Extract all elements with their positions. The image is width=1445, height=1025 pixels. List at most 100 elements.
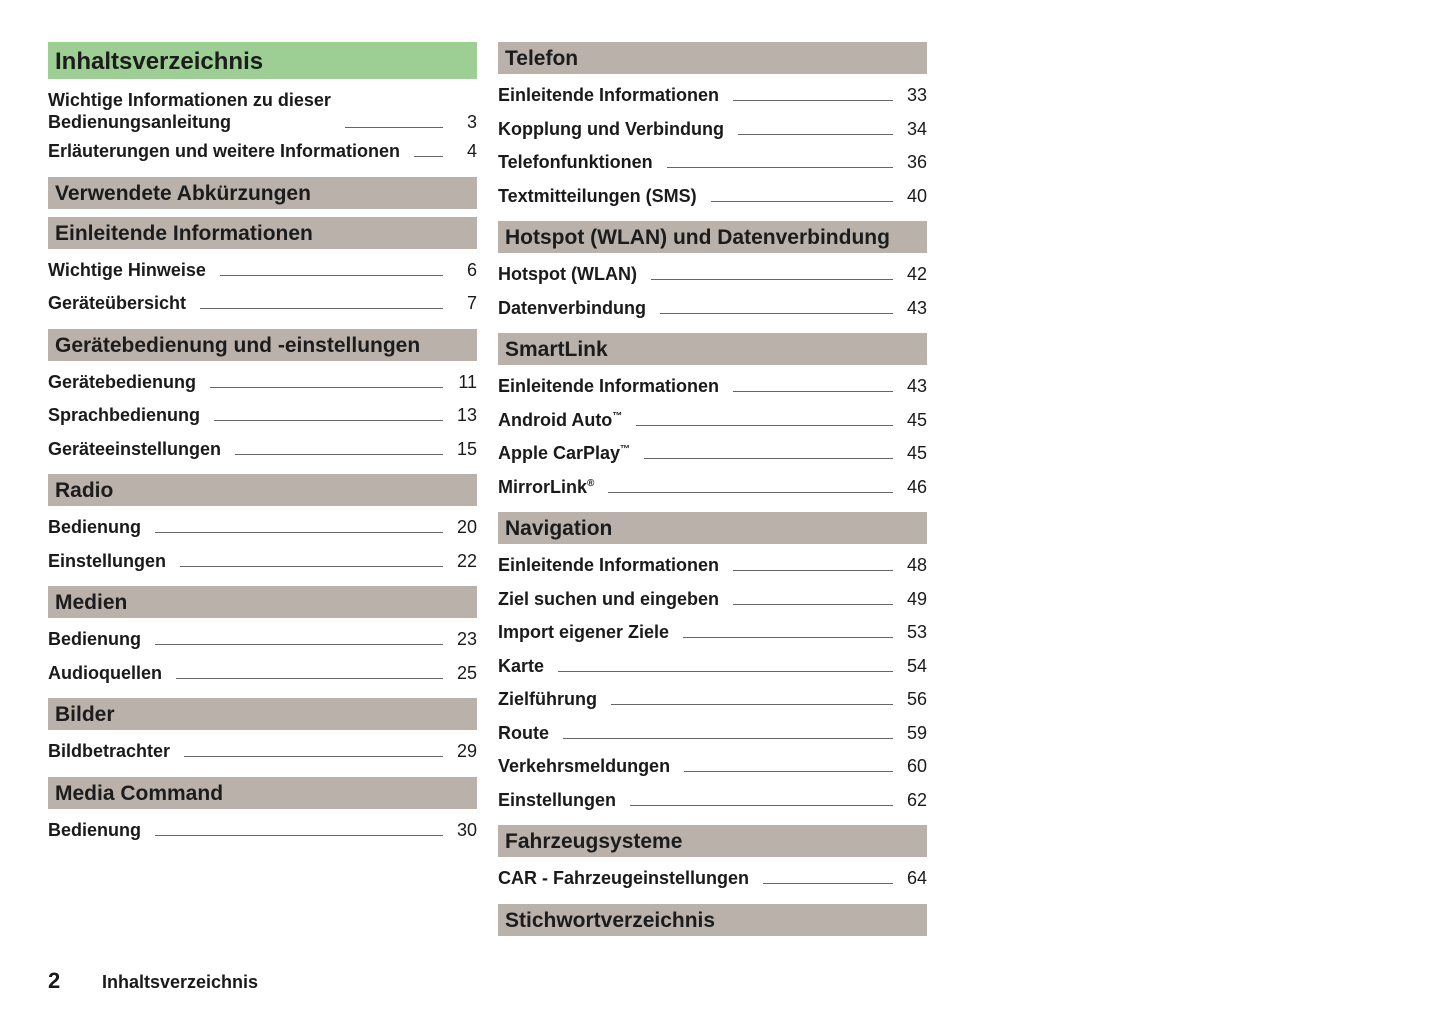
entry-title-text: Wichtige Hinweise — [48, 259, 206, 280]
entry-page-number: 48 — [906, 555, 927, 576]
section-heading[interactable]: Bilder — [48, 698, 477, 730]
section-heading[interactable]: Media Command — [48, 776, 477, 809]
entry-page-number: 33 — [906, 85, 927, 106]
leader-line — [684, 771, 893, 773]
entry-title-text: Bedienung — [48, 517, 141, 538]
section-heading[interactable]: Radio — [48, 474, 477, 506]
toc-entry[interactable]: Textmitteilungen (SMS) 40 — [498, 180, 927, 214]
entry-title-text: Einleitende Informationen — [498, 85, 720, 106]
leader-line — [733, 100, 893, 102]
toc-entry[interactable]: Datenverbindung 43 — [498, 292, 927, 326]
entry-title-text: Apple CarPlay — [498, 443, 621, 464]
entry-title: Wichtige Informationen zu dieser Bedienu… — [48, 89, 331, 133]
leader-line — [414, 156, 443, 158]
toc-entry[interactable]: MirrorLink® 46 — [498, 471, 927, 505]
entry-title: Einleitende Informationen — [498, 376, 719, 397]
toc-entry[interactable]: Bedienung 23 — [48, 623, 477, 657]
entry-title: Geräteübersicht — [48, 293, 186, 314]
entry-page-number: 45 — [906, 409, 927, 430]
leader-line — [660, 312, 893, 314]
entry-page-number: 53 — [906, 622, 927, 643]
entry-page-number: 45 — [906, 443, 927, 464]
section-heading[interactable]: Telefon — [498, 42, 927, 74]
entry-title: Wichtige Hinweise — [48, 260, 206, 281]
section-heading[interactable]: Inhaltsverzeichnis — [48, 42, 477, 79]
section-heading[interactable]: Einleitende Informationen — [48, 216, 477, 249]
toc-entry[interactable]: Einleitende Informationen 43 — [498, 370, 927, 404]
toc-entry[interactable]: Ziel suchen und eingeben 49 — [498, 583, 927, 617]
toc-entry[interactable]: Gerätebedienung 11 — [48, 366, 477, 400]
entry-title: Einstellungen — [48, 551, 166, 572]
entry-title-text: Textmitteilungen (SMS) — [498, 185, 697, 206]
toc-entry[interactable]: Sprachbedienung 13 — [48, 399, 477, 433]
toc-entry[interactable]: Audioquellen 25 — [48, 657, 477, 691]
entry-title: Datenverbindung — [498, 298, 646, 319]
entry-page-number: 13 — [456, 405, 477, 426]
toc-entry[interactable]: Einleitende Informationen 48 — [498, 549, 927, 583]
section-heading[interactable]: Fahrzeugsysteme — [498, 825, 927, 857]
toc-entry[interactable]: Android Auto™ 45 — [498, 404, 927, 438]
toc-entry[interactable]: Karte 54 — [498, 650, 927, 684]
section-heading[interactable]: SmartLink — [498, 333, 927, 365]
toc-entry[interactable]: Bildbetrachter 29 — [48, 735, 477, 769]
entry-title-text: Einleitende Informationen — [498, 376, 720, 397]
entry-title-text: Bedienung — [48, 819, 141, 840]
toc-entry[interactable]: Geräteübersicht 7 — [48, 287, 477, 321]
toc-entry[interactable]: Einstellungen 22 — [48, 545, 477, 579]
entry-title-text: MirrorLink — [498, 476, 588, 497]
section-heading[interactable]: Medien — [48, 586, 477, 618]
entry-title-text: Verkehrsmeldungen — [498, 756, 671, 777]
entry-title: Einstellungen — [498, 790, 616, 811]
toc-entry[interactable]: Route 59 — [498, 717, 927, 751]
entry-title: Hotspot (WLAN) — [498, 264, 637, 285]
toc-entry[interactable]: Zielführung 56 — [498, 683, 927, 717]
entry-title: Zielführung — [498, 689, 597, 710]
entry-title: Sprachbedienung — [48, 405, 200, 426]
toc-entry[interactable]: Verkehrsmeldungen 60 — [498, 750, 927, 784]
toc-entry[interactable]: Einstellungen 62 — [498, 784, 927, 818]
entry-page-number: 40 — [906, 185, 927, 206]
entry-page-number: 23 — [456, 629, 477, 650]
trademark-mark: ™ — [612, 410, 623, 422]
section-heading[interactable]: Stichwortverzeichnis — [498, 903, 927, 936]
leader-line — [176, 677, 443, 679]
entry-title: Erläuterungen und weitere Informationen — [48, 141, 400, 162]
entry-page-number: 3 — [466, 112, 477, 132]
toc-entry[interactable]: Geräteeinstellungen 15 — [48, 433, 477, 467]
leader-line — [155, 834, 443, 836]
toc-entry[interactable]: Kopplung und Verbindung 34 — [498, 113, 927, 147]
entry-title-text: Geräteübersicht — [48, 293, 187, 314]
leader-line — [737, 133, 893, 135]
toc-entry[interactable]: Wichtige Hinweise 6 — [48, 254, 477, 288]
toc-entry[interactable]: Bedienung 30 — [48, 814, 477, 848]
toc-entry[interactable]: Erläuterungen und weitere Informationen 4 — [48, 135, 477, 169]
toc-section: Fahrzeugsysteme CAR - Fahrzeugeinstellung… — [498, 825, 927, 896]
toc-entry[interactable]: Apple CarPlay™ 45 — [498, 437, 927, 471]
leader-line — [180, 565, 443, 567]
entry-title-text: Einstellungen — [498, 789, 617, 810]
section-heading[interactable]: Hotspot (WLAN) und Datenverbindung — [498, 221, 927, 253]
entry-page-number: 29 — [456, 741, 477, 762]
section-heading[interactable]: Verwendete Abkürzungen — [48, 176, 477, 209]
toc-entry[interactable]: Einleitende Informationen 33 — [498, 79, 927, 113]
toc-entry[interactable]: CAR - Fahrzeugeinstellungen 64 — [498, 862, 927, 896]
entry-title-text: Telefonfunktionen — [498, 152, 653, 173]
entry-title: CAR - Fahrzeugeinstellungen — [498, 868, 749, 889]
entry-page-number: 43 — [906, 376, 927, 397]
section-heading[interactable]: Navigation — [498, 512, 927, 544]
leader-line — [210, 386, 443, 388]
page-number: 2 — [48, 968, 61, 993]
leader-line — [608, 491, 893, 493]
leader-line — [710, 200, 893, 202]
entry-page-number: 4 — [466, 141, 477, 162]
section-heading[interactable]: Gerätebedienung und -einstellungen — [48, 328, 477, 361]
entry-title-text: Android Auto — [498, 409, 613, 430]
toc-entry[interactable]: Telefonfunktionen 36 — [498, 146, 927, 180]
entry-page-number: 11 — [458, 371, 477, 392]
toc-entry[interactable]: Bedienung 20 — [48, 511, 477, 545]
toc-entry[interactable]: Hotspot (WLAN) 42 — [498, 258, 927, 292]
toc-entry[interactable]: Import eigener Ziele 53 — [498, 616, 927, 650]
toc-entry[interactable]: Wichtige Informationen zu dieser Bedienu… — [48, 83, 477, 135]
leader-line — [563, 737, 893, 739]
leader-line — [235, 453, 443, 455]
